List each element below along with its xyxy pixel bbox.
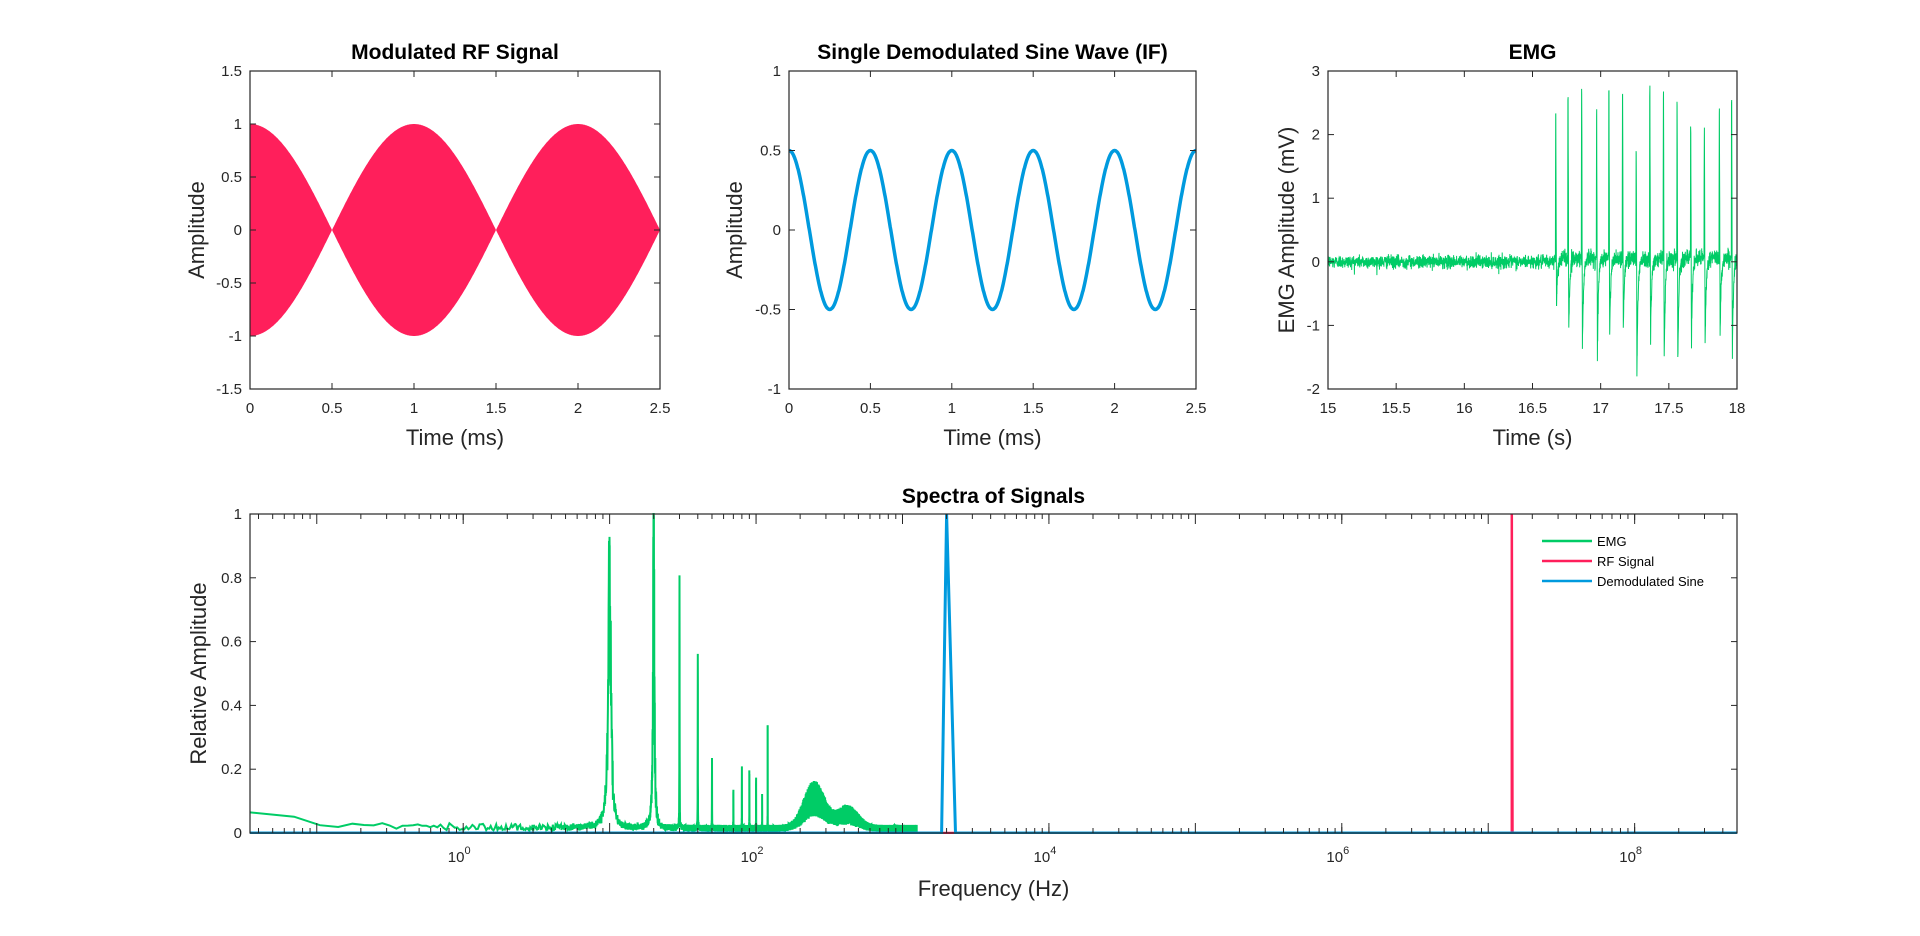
legend-label: Demodulated Sine	[1597, 574, 1704, 589]
x-tick-label-exponent: 4	[1050, 845, 1056, 857]
x-tick-label-exponent: 0	[464, 845, 470, 857]
chart-title: EMG	[1509, 41, 1557, 64]
plot-area	[1328, 85, 1737, 377]
axes-box	[249, 513, 1738, 834]
x-tick-label: 17.5	[1654, 400, 1683, 417]
y-tick-label: 1	[1312, 190, 1320, 207]
demodulated-sine-axes: -1 -0.5 0 0.5 1 0 0.5 1 1.5 2 2.5 Single Demodulate…	[722, 41, 1206, 450]
x-tick-label: 104	[1034, 845, 1057, 866]
x-axis-label: Frequency (Hz)	[918, 876, 1070, 901]
plot-area	[250, 124, 660, 336]
x-tick-label: 108	[1619, 845, 1642, 866]
chart-title: Modulated RF Signal	[351, 41, 559, 64]
x-axis-label: Time (ms)	[406, 425, 504, 450]
y-tick-label: -2	[1307, 381, 1320, 398]
x-tick-label: 1	[410, 400, 418, 417]
y-tick-label: 0	[234, 222, 242, 239]
emg-spectrum-line	[250, 513, 918, 834]
x-tick-label: 18	[1729, 400, 1746, 417]
x-tick-label-base: 10	[1034, 849, 1051, 866]
y-tick-label: 0.4	[221, 697, 242, 714]
y-tick-label: -1	[768, 381, 781, 398]
y-axis-label: EMG Amplitude (mV)	[1274, 127, 1299, 334]
x-tick-label: 2.5	[650, 400, 671, 417]
legend-label: RF Signal	[1597, 554, 1654, 569]
demodulated-sine-line	[789, 148, 1196, 312]
x-tick-label: 15.5	[1382, 400, 1411, 417]
y-tick-label: 0.6	[221, 634, 242, 651]
x-tick-label: 16	[1456, 400, 1473, 417]
y-axis-label: Amplitude	[722, 181, 747, 279]
x-tick-label: 2.5	[1186, 400, 1207, 417]
y-tick-label: 0	[234, 825, 242, 842]
x-tick-label: 106	[1326, 845, 1349, 866]
x-tick-label-base: 10	[448, 849, 465, 866]
y-tick-label: -1	[1307, 317, 1320, 334]
plot-area	[789, 148, 1196, 312]
y-tick-label: 0	[1312, 254, 1320, 271]
x-tick-label: 2	[1110, 400, 1118, 417]
x-tick-label-exponent: 2	[757, 845, 763, 857]
y-tick-label: 0	[773, 222, 781, 239]
x-tick-label-base: 10	[741, 849, 758, 866]
y-tick-label: 1	[234, 506, 242, 523]
x-tick-label-exponent: 6	[1343, 845, 1349, 857]
y-axis-label: Amplitude	[184, 181, 209, 279]
y-tick-label: 0.5	[221, 169, 242, 186]
x-tick-label: 1.5	[1023, 400, 1044, 417]
emg-line	[1328, 85, 1737, 377]
x-tick-label: 1.5	[486, 400, 507, 417]
y-tick-label: 3	[1312, 63, 1320, 80]
x-tick-label: 102	[741, 845, 764, 866]
y-tick-label: 0.2	[221, 761, 242, 778]
y-tick-label: 0.5	[760, 143, 781, 160]
x-tick-label: 2	[574, 400, 582, 417]
y-tick-label: -1.5	[216, 381, 242, 398]
emg-axes: -2 -1 0 1 2 3 15 15.5 16 16.5 17 17.5 18 EMG Time (s) E…	[1274, 41, 1745, 450]
x-tick-label: 0	[785, 400, 793, 417]
y-tick-label: 1	[234, 116, 242, 133]
x-tick-label: 17	[1592, 400, 1609, 417]
rf-signal-fill	[250, 124, 660, 336]
x-tick-label: 1	[948, 400, 956, 417]
y-axis-label: Relative Amplitude	[186, 582, 211, 764]
x-tick-label-base: 10	[1619, 849, 1636, 866]
y-tick-label: -0.5	[755, 302, 781, 319]
legend: EMG RF Signal Demodulated Sine	[1542, 534, 1704, 589]
y-tick-label: 1	[773, 63, 781, 80]
chart-title: Single Demodulated Sine Wave (IF)	[817, 41, 1167, 64]
y-tick-label: 2	[1312, 127, 1320, 144]
x-tick-label-exponent: 8	[1636, 845, 1642, 857]
y-tick-label: -1	[229, 328, 242, 345]
x-axis-label: Time (ms)	[943, 425, 1041, 450]
y-tick-label: -0.5	[216, 275, 242, 292]
chart-title: Spectra of Signals	[902, 485, 1085, 508]
x-tick-label: 0.5	[322, 400, 343, 417]
x-tick-label: 15	[1320, 400, 1337, 417]
x-tick-label: 0	[246, 400, 254, 417]
x-tick-label: 100	[448, 845, 471, 866]
x-tick-label: 16.5	[1518, 400, 1547, 417]
rf-signal-axes: -1.5 -1 -0.5 0 0.5 1 1.5 0 0.5 1 1.5 2 2.5 Modulated …	[184, 41, 670, 450]
legend-label: EMG	[1597, 534, 1627, 549]
x-axis-label: Time (s)	[1493, 425, 1573, 450]
y-tick-label: 1.5	[221, 63, 242, 80]
y-tick-label: 0.8	[221, 570, 242, 587]
x-tick-label-base: 10	[1326, 849, 1343, 866]
x-tick-label: 0.5	[860, 400, 881, 417]
